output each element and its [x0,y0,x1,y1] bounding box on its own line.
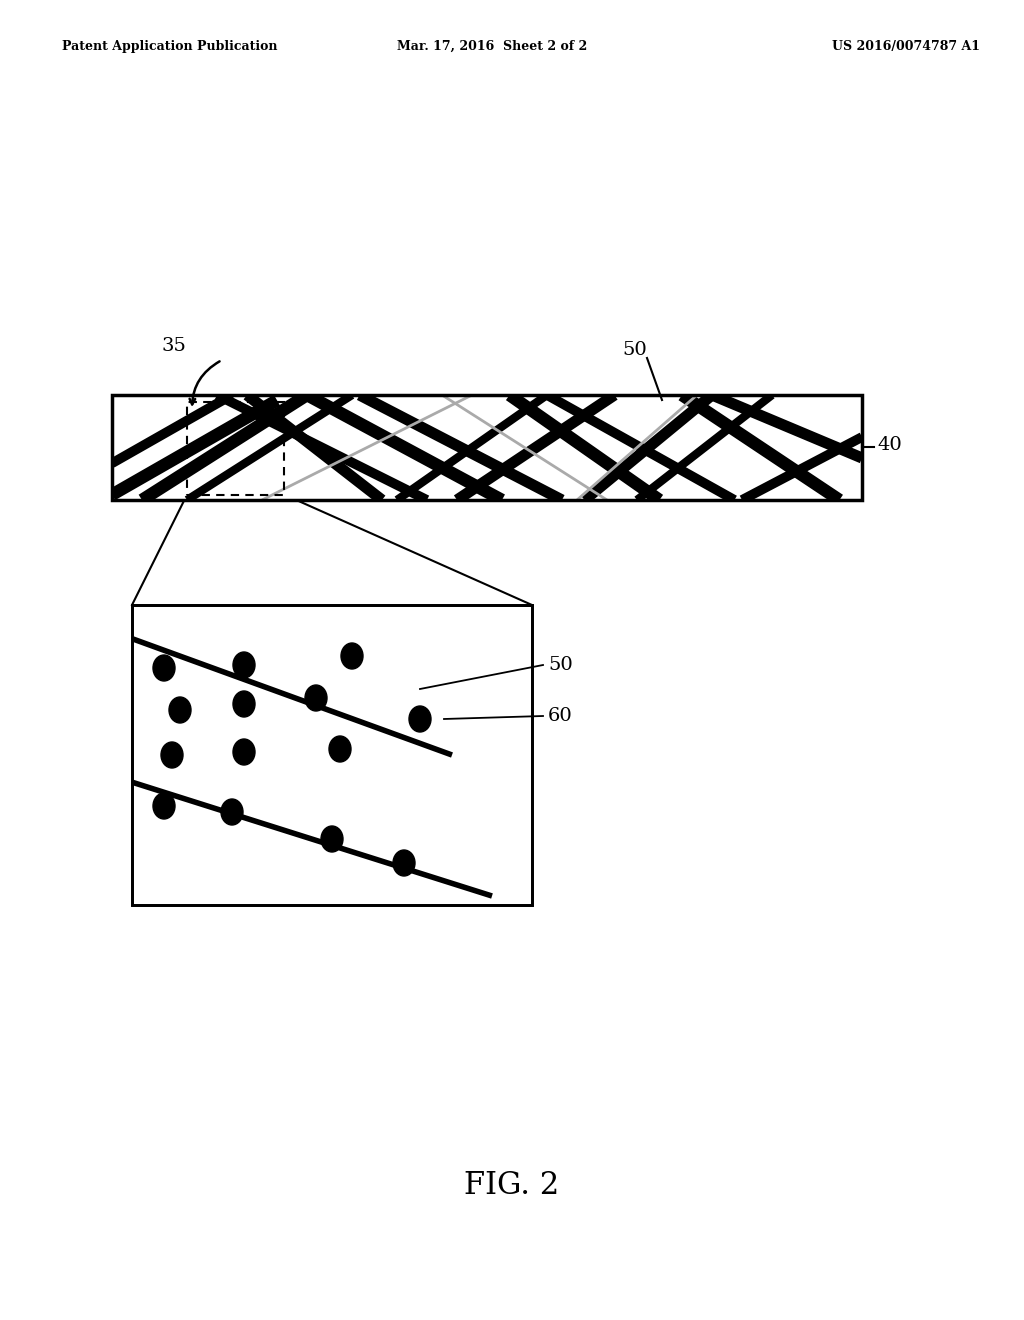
Ellipse shape [221,799,243,825]
Ellipse shape [305,685,327,711]
Text: 40: 40 [877,436,902,454]
Text: US 2016/0074787 A1: US 2016/0074787 A1 [831,40,980,53]
Ellipse shape [329,737,351,762]
Ellipse shape [321,826,343,851]
Text: 50: 50 [548,656,572,675]
Bar [112,395,862,500]
Ellipse shape [169,697,191,723]
Bar [132,605,532,906]
Ellipse shape [233,652,255,678]
Ellipse shape [153,793,175,818]
Ellipse shape [341,643,362,669]
Text: 60: 60 [548,708,572,725]
Ellipse shape [409,706,431,733]
Text: 50: 50 [622,341,647,359]
Bar [187,403,285,495]
Text: Patent Application Publication: Patent Application Publication [62,40,278,53]
Bar [112,395,862,500]
Bar [132,605,532,906]
Ellipse shape [233,690,255,717]
Text: Mar. 17, 2016  Sheet 2 of 2: Mar. 17, 2016 Sheet 2 of 2 [397,40,587,53]
Ellipse shape [393,850,415,876]
Ellipse shape [233,739,255,766]
Text: FIG. 2: FIG. 2 [464,1170,560,1201]
Ellipse shape [153,655,175,681]
Text: 35: 35 [162,337,186,355]
Ellipse shape [161,742,183,768]
